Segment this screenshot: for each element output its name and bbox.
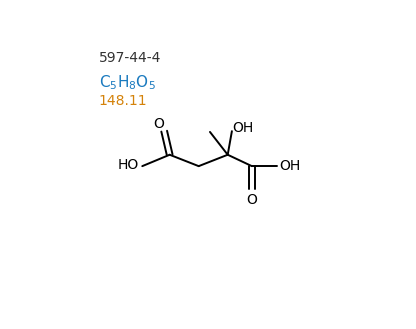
Text: O: O: [246, 192, 258, 207]
Text: OH: OH: [280, 159, 301, 173]
Text: OH: OH: [233, 121, 254, 135]
Text: O: O: [154, 116, 164, 131]
Text: 597-44-4: 597-44-4: [99, 51, 161, 65]
Text: $\mathregular{C_5H_8O_5}$: $\mathregular{C_5H_8O_5}$: [99, 74, 156, 92]
Text: HO: HO: [117, 158, 139, 172]
Text: 148.11: 148.11: [99, 94, 147, 108]
